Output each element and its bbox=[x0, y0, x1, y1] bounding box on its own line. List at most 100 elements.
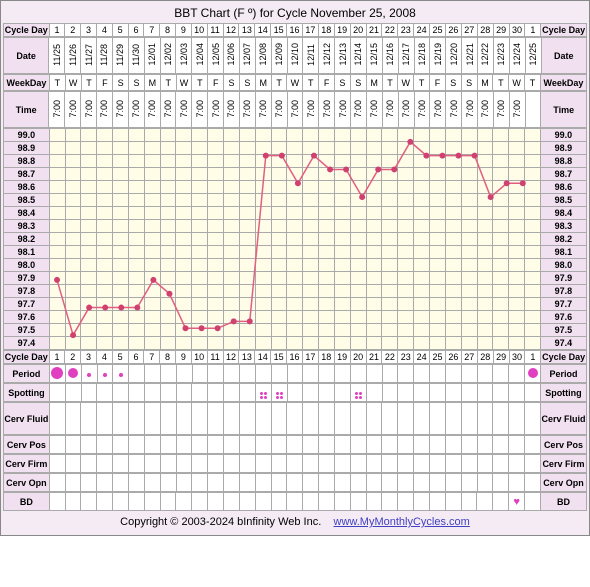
chart-grid-cell bbox=[176, 155, 192, 168]
chart-grid-cell bbox=[208, 207, 224, 220]
bd-cell bbox=[97, 493, 113, 511]
cycleday2-cell: 5 bbox=[112, 351, 128, 364]
chart-grid-cell bbox=[445, 194, 461, 207]
temp-scale-left: 98.8 bbox=[4, 155, 50, 168]
chart-grid-cell bbox=[477, 259, 493, 272]
cervpos-cell bbox=[366, 436, 382, 454]
chart-grid-cell bbox=[128, 311, 144, 324]
chart-grid-cell bbox=[81, 259, 97, 272]
cycleday2-cell: 20 bbox=[350, 351, 366, 364]
chart-grid-cell bbox=[81, 324, 97, 337]
chart-grid-cell bbox=[224, 337, 240, 350]
temp-scale-right: 98.3 bbox=[540, 220, 586, 233]
chart-grid-cell bbox=[414, 220, 430, 233]
cycleday2-cell: 13 bbox=[239, 351, 255, 364]
chart-grid-cell bbox=[414, 259, 430, 272]
chart-grid-cell bbox=[461, 337, 477, 350]
chart-grid-cell bbox=[144, 194, 160, 207]
temp-scale-right: 97.5 bbox=[540, 324, 586, 337]
cervfirm-cell bbox=[430, 455, 446, 473]
chart-grid-cell bbox=[255, 311, 271, 324]
chart-grid-cell bbox=[366, 337, 382, 350]
chart-grid-cell bbox=[366, 168, 382, 181]
chart-grid-cell bbox=[255, 220, 271, 233]
chart-grid-cell bbox=[445, 142, 461, 155]
chart-grid-cell bbox=[319, 337, 335, 350]
chart-grid-cell bbox=[461, 129, 477, 142]
weekday-cell: M bbox=[144, 75, 160, 91]
cervfluid-cell bbox=[430, 403, 446, 435]
chart-grid-cell bbox=[144, 324, 160, 337]
chart-grid-cell bbox=[414, 298, 430, 311]
chart-grid-cell bbox=[224, 220, 240, 233]
chart-grid-cell bbox=[208, 285, 224, 298]
time-cell: 7:00 bbox=[208, 92, 224, 128]
chart-grid-cell bbox=[461, 259, 477, 272]
chart-grid-cell bbox=[509, 246, 525, 259]
chart-grid-cell bbox=[192, 194, 208, 207]
weekday-cell: F bbox=[430, 75, 446, 91]
time-cell: 7:00 bbox=[335, 92, 351, 128]
chart-grid-cell bbox=[49, 220, 65, 233]
temp-scale-left: 97.8 bbox=[4, 285, 50, 298]
cycleday-cell: 23 bbox=[398, 24, 414, 37]
spotting-cell bbox=[350, 384, 366, 402]
chart-grid-cell bbox=[255, 324, 271, 337]
period-cell bbox=[49, 365, 65, 383]
chart-grid-cell bbox=[509, 155, 525, 168]
chart-grid-cell bbox=[208, 324, 224, 337]
chart-grid-cell bbox=[382, 142, 398, 155]
chart-grid-cell bbox=[493, 155, 509, 168]
chart-grid-cell bbox=[128, 220, 144, 233]
time-cell: 7:00 bbox=[239, 92, 255, 128]
cervopn-cell bbox=[160, 474, 176, 492]
cycleday2-cell: 10 bbox=[191, 351, 207, 364]
period-cell bbox=[493, 365, 509, 383]
chart-grid-cell bbox=[81, 246, 97, 259]
chart-grid-cell bbox=[224, 129, 240, 142]
temp-scale-right: 97.4 bbox=[540, 337, 586, 350]
chart-grid-cell bbox=[477, 233, 493, 246]
cervpos-cell bbox=[65, 436, 81, 454]
chart-grid-cell bbox=[97, 181, 113, 194]
cervfluid-cell bbox=[192, 403, 208, 435]
chart-grid-cell bbox=[128, 233, 144, 246]
chart-grid-cell bbox=[128, 298, 144, 311]
weekday-cell: T bbox=[493, 75, 509, 91]
period-cell bbox=[145, 365, 161, 383]
chart-grid-cell bbox=[239, 311, 255, 324]
chart-grid-cell bbox=[65, 220, 81, 233]
chart-grid-cell bbox=[97, 337, 113, 350]
chart-grid-cell bbox=[239, 233, 255, 246]
chart-grid-cell bbox=[113, 324, 129, 337]
time-cell: 7:00 bbox=[430, 92, 446, 128]
chart-grid-cell bbox=[414, 337, 430, 350]
chart-grid-cell bbox=[429, 311, 445, 324]
chart-grid-cell bbox=[350, 337, 366, 350]
cervfirm-cell bbox=[65, 455, 81, 473]
bd-cell bbox=[208, 493, 224, 511]
cervpos-cell bbox=[414, 436, 430, 454]
chart-grid-cell bbox=[208, 259, 224, 272]
temp-scale-right: 98.1 bbox=[540, 246, 586, 259]
chart-grid-cell bbox=[192, 129, 208, 142]
period-cell bbox=[350, 365, 366, 383]
cycleday2-cell: 30 bbox=[509, 351, 525, 364]
chart-grid-cell bbox=[113, 337, 129, 350]
chart-grid-cell bbox=[65, 259, 81, 272]
time-cell: 7:00 bbox=[398, 92, 414, 128]
chart-grid-cell bbox=[382, 233, 398, 246]
website-link[interactable]: www.MyMonthlyCycles.com bbox=[334, 516, 470, 528]
chart-grid-cell bbox=[525, 181, 541, 194]
chart-grid-cell bbox=[366, 298, 382, 311]
chart-grid-cell bbox=[525, 259, 541, 272]
temp-scale-left: 98.5 bbox=[4, 194, 50, 207]
chart-grid-cell bbox=[192, 220, 208, 233]
cervfluid-cell bbox=[414, 403, 430, 435]
chart-grid-cell bbox=[398, 233, 414, 246]
chart-grid-cell bbox=[398, 194, 414, 207]
cervfluid-cell bbox=[128, 403, 144, 435]
cervfluid-cell bbox=[144, 403, 160, 435]
weekday-cell: M bbox=[366, 75, 382, 91]
chart-grid-cell bbox=[382, 207, 398, 220]
